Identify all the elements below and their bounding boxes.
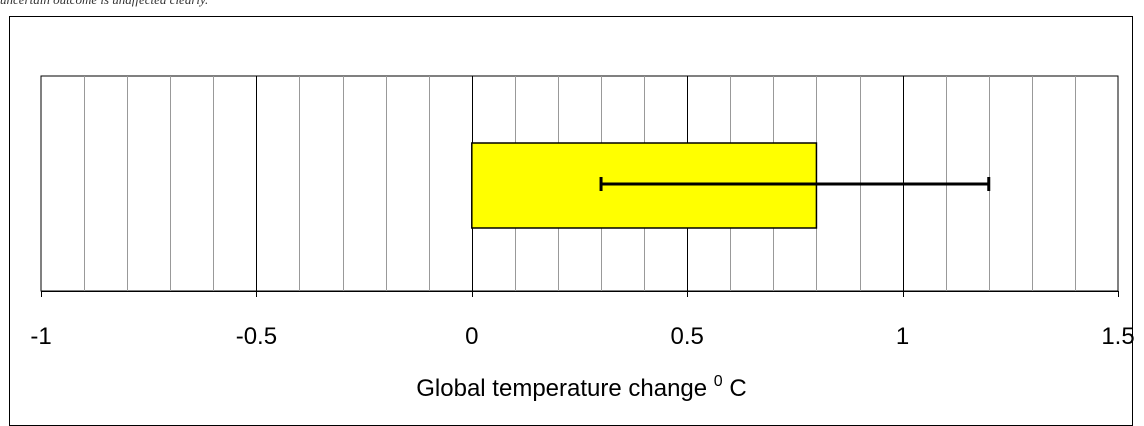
x-tick-label: 0 — [465, 323, 478, 350]
x-axis-title-unit: C — [729, 375, 746, 402]
x-tick-label: -1 — [30, 323, 51, 350]
x-tick-label: 1.5 — [1101, 323, 1134, 350]
plot-layer — [471, 142, 991, 229]
x-tick-label: -0.5 — [236, 323, 277, 350]
axis-layer: -1 -0.5 0 0.5 1 1.5 — [30, 291, 1135, 350]
x-tick-label: 0.5 — [671, 323, 704, 350]
x-axis-title-text: Global temperature change — [416, 375, 707, 402]
x-axis-title: Global temperature change 0 C — [416, 365, 746, 402]
top-caption: uncertain outcome is unaffected clearly. — [0, 0, 1144, 8]
x-tick-label: 1 — [896, 323, 909, 350]
x-axis-title-superscript: 0 — [714, 373, 723, 390]
